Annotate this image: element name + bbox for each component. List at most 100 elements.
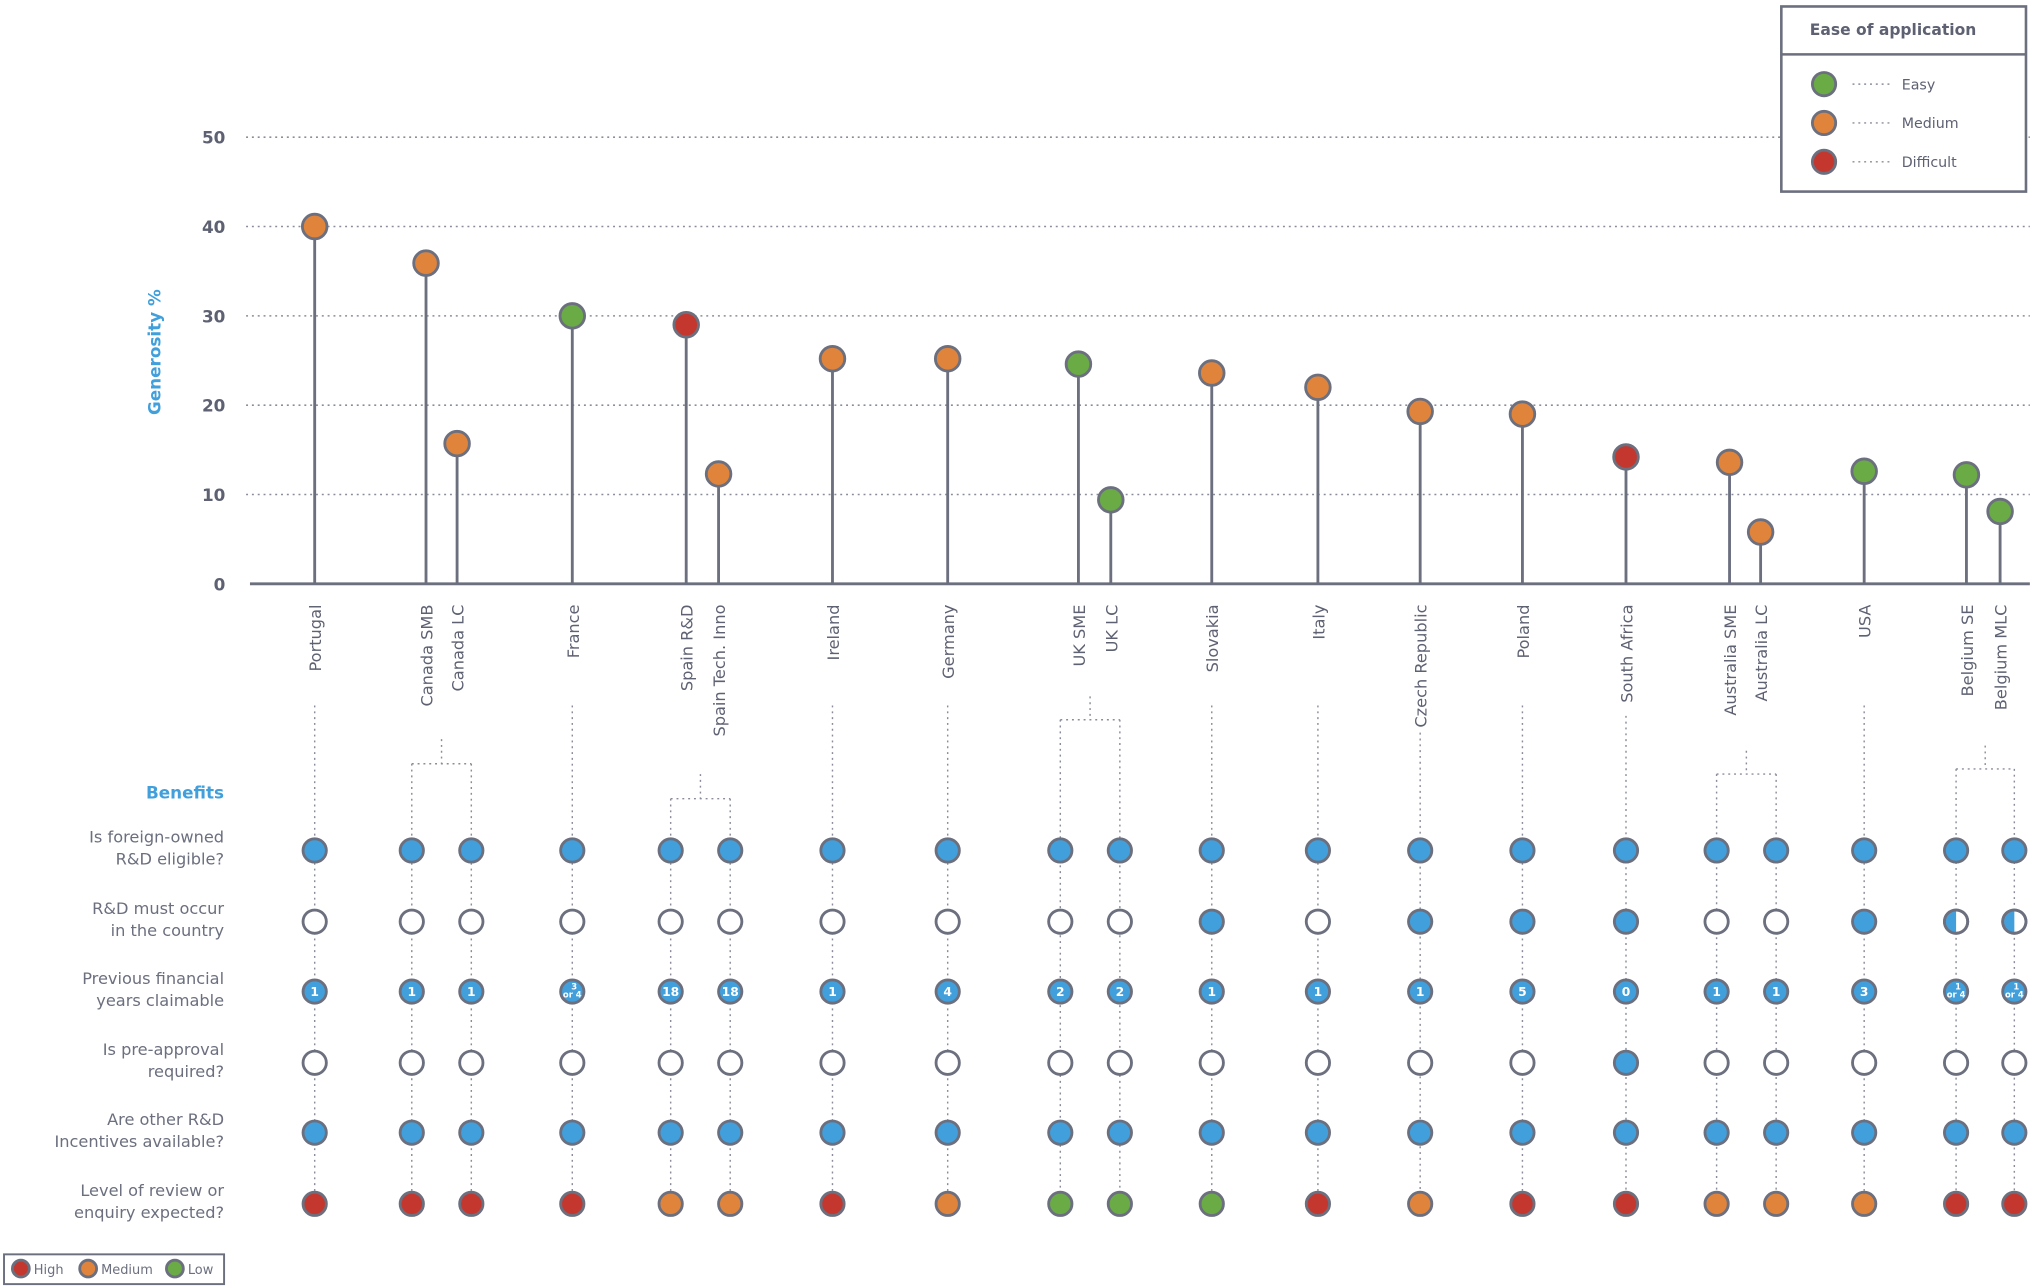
legend-title: Ease of application (1810, 21, 1976, 39)
category-label: Portugal (306, 605, 325, 672)
filled-dot (1763, 1119, 1790, 1146)
empty-dot (398, 908, 425, 935)
legend-swatch (1810, 148, 1838, 175)
empty-dot (1509, 1049, 1536, 1076)
filled-dot (559, 1119, 586, 1146)
filled-dot (1851, 908, 1878, 935)
empty-dot (1703, 908, 1730, 935)
empty-dot (1407, 1049, 1434, 1076)
benefit-row-label: Incentives available? (54, 1132, 224, 1151)
benefit-row-label: years claimable (96, 991, 224, 1010)
filled-dot (1851, 1119, 1878, 1146)
filled-dot (657, 1119, 684, 1146)
category-label: Canada LC (449, 605, 468, 692)
legend-label: Medium (101, 1263, 153, 1278)
filled-dot (934, 1119, 961, 1146)
empty-dot (1304, 908, 1331, 935)
lollipop-point (1064, 350, 1093, 378)
filled-dot (559, 837, 586, 864)
review-level-dot (559, 1190, 586, 1217)
lollipop-point (704, 460, 733, 488)
years-dot (934, 978, 961, 1005)
filled-dot (1407, 908, 1434, 935)
filled-dot (1047, 837, 1074, 864)
category-label: Czech Republic (1412, 605, 1431, 728)
years-value: 18 (662, 985, 679, 999)
empty-dot (1304, 1049, 1331, 1076)
years-value: 5 (1518, 985, 1527, 999)
empty-dot (1763, 908, 1790, 935)
years-value: 3 (1860, 985, 1869, 999)
empty-dot (819, 1049, 846, 1076)
years-value: 2 (1056, 985, 1065, 999)
years-value: 2 (1116, 985, 1125, 999)
filled-dot (1407, 837, 1434, 864)
years-value: 0 (1622, 985, 1631, 999)
legend-label: High (34, 1263, 64, 1278)
benefits-title: Benefits (146, 783, 224, 803)
lollipop-point (443, 429, 471, 458)
filled-dot (1943, 1119, 1970, 1146)
filled-dot (458, 837, 485, 864)
filled-dot (1198, 908, 1225, 935)
review-level-dot (717, 1190, 744, 1217)
filled-dot (1106, 837, 1133, 864)
legend-swatch (78, 1258, 98, 1279)
empty-dot (2001, 1049, 2028, 1076)
benefit-row-label: Previous financial (82, 969, 224, 988)
review-level-dot (398, 1190, 425, 1217)
filled-dot (1106, 1119, 1133, 1146)
filled-dot (1509, 837, 1536, 864)
y-axis-label: Generosity % (145, 289, 165, 415)
review-level-dot (1612, 1190, 1640, 1217)
category-label: Australia LC (1752, 605, 1771, 702)
empty-dot (559, 908, 586, 935)
filled-dot (1509, 1119, 1536, 1146)
filled-dot (1304, 837, 1331, 864)
lollipop-point (412, 249, 440, 277)
filled-dot (717, 837, 744, 864)
review-level-dot (1106, 1190, 1133, 1217)
y-tick-label: 40 (202, 217, 225, 237)
y-tick-label: 30 (202, 306, 225, 326)
years-dot (1106, 978, 1133, 1005)
review-level-dot (934, 1190, 961, 1217)
empty-dot (1763, 1049, 1790, 1076)
empty-dot (1943, 1049, 1970, 1076)
years-dot (1612, 978, 1640, 1005)
years-value: 1 (467, 985, 476, 999)
benefit-row-label: required? (148, 1062, 224, 1081)
empty-dot (657, 908, 684, 935)
empty-dot (934, 1049, 961, 1076)
empty-dot (819, 908, 846, 935)
category-label: Canada SMB (417, 605, 436, 707)
review-level-dot (657, 1190, 684, 1217)
filled-dot (1612, 837, 1640, 864)
review-level-dot (1047, 1190, 1074, 1217)
years-dot (458, 978, 485, 1005)
filled-dot (1851, 837, 1878, 864)
legend-label: Medium (1902, 116, 1959, 132)
review-level-dot (1304, 1190, 1331, 1217)
partial-fill (1945, 911, 1957, 933)
category-label: Slovakia (1203, 605, 1222, 673)
lollipop-point (1850, 457, 1878, 485)
filled-dot (934, 837, 961, 864)
lollipop-point (1508, 400, 1537, 428)
filled-dot (301, 837, 328, 864)
years-dot (301, 978, 328, 1005)
review-level-dot (1763, 1190, 1790, 1217)
category-label: Poland (1514, 605, 1533, 659)
legend-label: Easy (1902, 77, 1936, 93)
category-label: Australia SME (1721, 605, 1740, 716)
benefit-row-label: enquiry expected? (74, 1203, 224, 1222)
empty-dot (1703, 1049, 1730, 1076)
legend-swatch (11, 1258, 31, 1279)
empty-dot (458, 908, 485, 935)
filled-dot (657, 837, 684, 864)
benefit-row-label: in the country (111, 921, 225, 940)
benefit-row-label: Level of review or (80, 1181, 224, 1200)
legend-label: Low (188, 1263, 214, 1278)
empty-dot (934, 908, 961, 935)
